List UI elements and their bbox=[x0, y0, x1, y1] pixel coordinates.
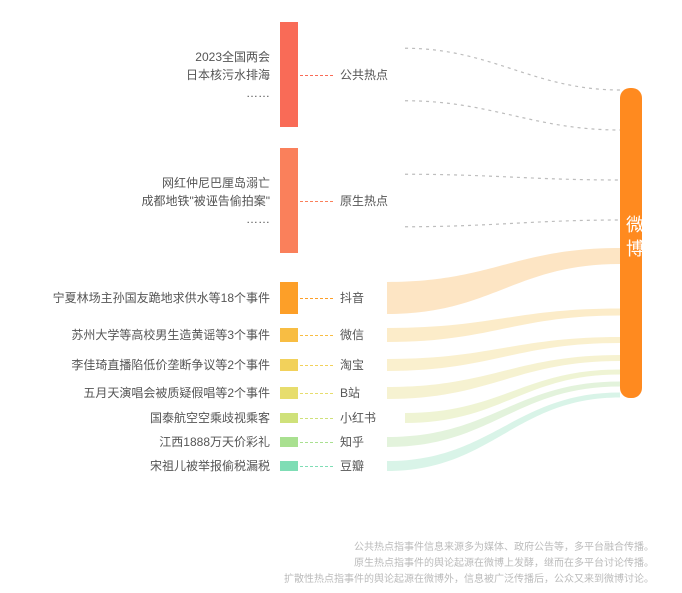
source-label: 五月天演唱会被质疑假唱等2个事件 bbox=[83, 384, 270, 402]
source-bar bbox=[280, 148, 298, 253]
footnote-line: 扩散性热点指事件的舆论起源在微博外，信息被广泛传播后，公众又来到微博讨论。 bbox=[284, 572, 654, 588]
source-label: 国泰航空空乘歧视乘客 bbox=[150, 409, 270, 427]
connector-dash bbox=[300, 365, 333, 366]
platform-label: B站 bbox=[340, 384, 360, 401]
platform-label: 抖音 bbox=[340, 289, 364, 306]
source-label: 网红仲尼巴厘岛溺亡成都地铁"被诬告偷拍案"…… bbox=[141, 174, 270, 228]
source-bar bbox=[280, 282, 298, 314]
source-bar bbox=[280, 461, 298, 471]
connector-dash bbox=[300, 442, 333, 443]
connector-dash bbox=[300, 418, 333, 419]
platform-label: 微信 bbox=[340, 326, 364, 343]
source-label: 李佳琦直播陷低价垄断争议等2个事件 bbox=[71, 356, 270, 374]
source-label: 苏州大学等高校男生造黄谣等3个事件 bbox=[71, 326, 270, 344]
footnote-line: 原生热点指事件的舆论起源在微博上发酵，继而在多平台讨论传播。 bbox=[284, 556, 654, 572]
source-bar bbox=[280, 22, 298, 127]
source-label: 江西1888万天价彩礼 bbox=[159, 433, 270, 451]
connector-dash bbox=[300, 298, 333, 299]
source-label: 2023全国两会日本核污水排海…… bbox=[186, 48, 270, 102]
source-bar bbox=[280, 328, 298, 342]
platform-label: 知乎 bbox=[340, 433, 364, 450]
connector-dash bbox=[300, 393, 333, 394]
source-bar bbox=[280, 359, 298, 371]
platform-label: 小红书 bbox=[340, 409, 376, 426]
platform-label: 淘宝 bbox=[340, 356, 364, 373]
platform-label: 豆瓣 bbox=[340, 457, 364, 474]
source-bar bbox=[280, 387, 298, 399]
connector-dash bbox=[300, 466, 333, 467]
platform-label: 原生热点 bbox=[340, 192, 388, 209]
source-bar bbox=[280, 413, 298, 423]
source-label: 宁夏林场主孙国友跪地求供水等18个事件 bbox=[53, 289, 270, 307]
platform-label: 公共热点 bbox=[340, 66, 388, 83]
connector-dash bbox=[300, 335, 333, 336]
source-label: 宋祖儿被举报偷税漏税 bbox=[150, 457, 270, 475]
connector-dash bbox=[300, 75, 333, 76]
target-label: 微博 bbox=[621, 215, 647, 263]
footnote-line: 公共热点指事件信息来源多为媒体、政府公告等，多平台融合传播。 bbox=[284, 540, 654, 556]
footnote-block: 公共热点指事件信息来源多为媒体、政府公告等，多平台融合传播。原生热点指事件的舆论… bbox=[284, 540, 654, 588]
connector-dash bbox=[300, 201, 333, 202]
source-bar bbox=[280, 437, 298, 447]
